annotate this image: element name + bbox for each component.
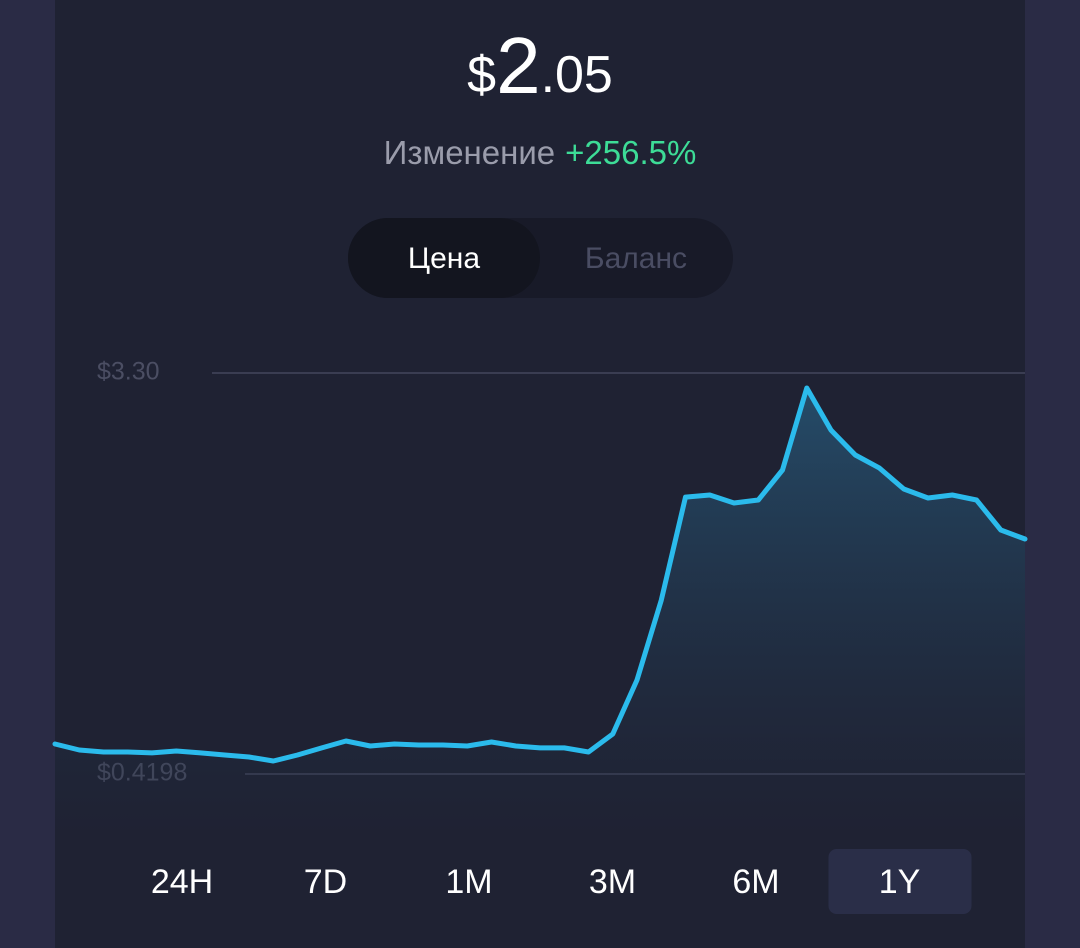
tab[interactable]: Цена: [408, 242, 480, 275]
change-value: +256.5%: [565, 134, 696, 171]
chart: $3.30$0.4198: [52, 358, 1028, 840]
period-button[interactable]: 3M: [589, 863, 636, 901]
period-button[interactable]: 24H: [151, 863, 213, 901]
tab-selected-bg: [348, 218, 540, 298]
price-integer: 2: [496, 21, 541, 110]
price: $2.05: [467, 21, 613, 110]
price-line: [52, 385, 1028, 764]
price-decimal: .05: [541, 46, 613, 104]
change-label: Изменение: [384, 134, 555, 171]
period-button[interactable]: 7D: [304, 863, 347, 901]
period-button[interactable]: 1Y: [879, 863, 921, 901]
period-button[interactable]: 1M: [445, 863, 492, 901]
period-button[interactable]: 6M: [732, 863, 779, 901]
line-area: [55, 388, 1025, 840]
change: Изменение +256.5%: [384, 134, 697, 171]
period-selected-bg: [828, 849, 972, 914]
periods: 24H 7D 1M 3M 6M 1Y: [151, 849, 972, 914]
price-currency: $: [467, 46, 496, 104]
y-tick-label: $3.30: [97, 358, 160, 386]
tabs: Цена Баланс: [348, 218, 687, 298]
tab[interactable]: Баланс: [585, 242, 687, 275]
